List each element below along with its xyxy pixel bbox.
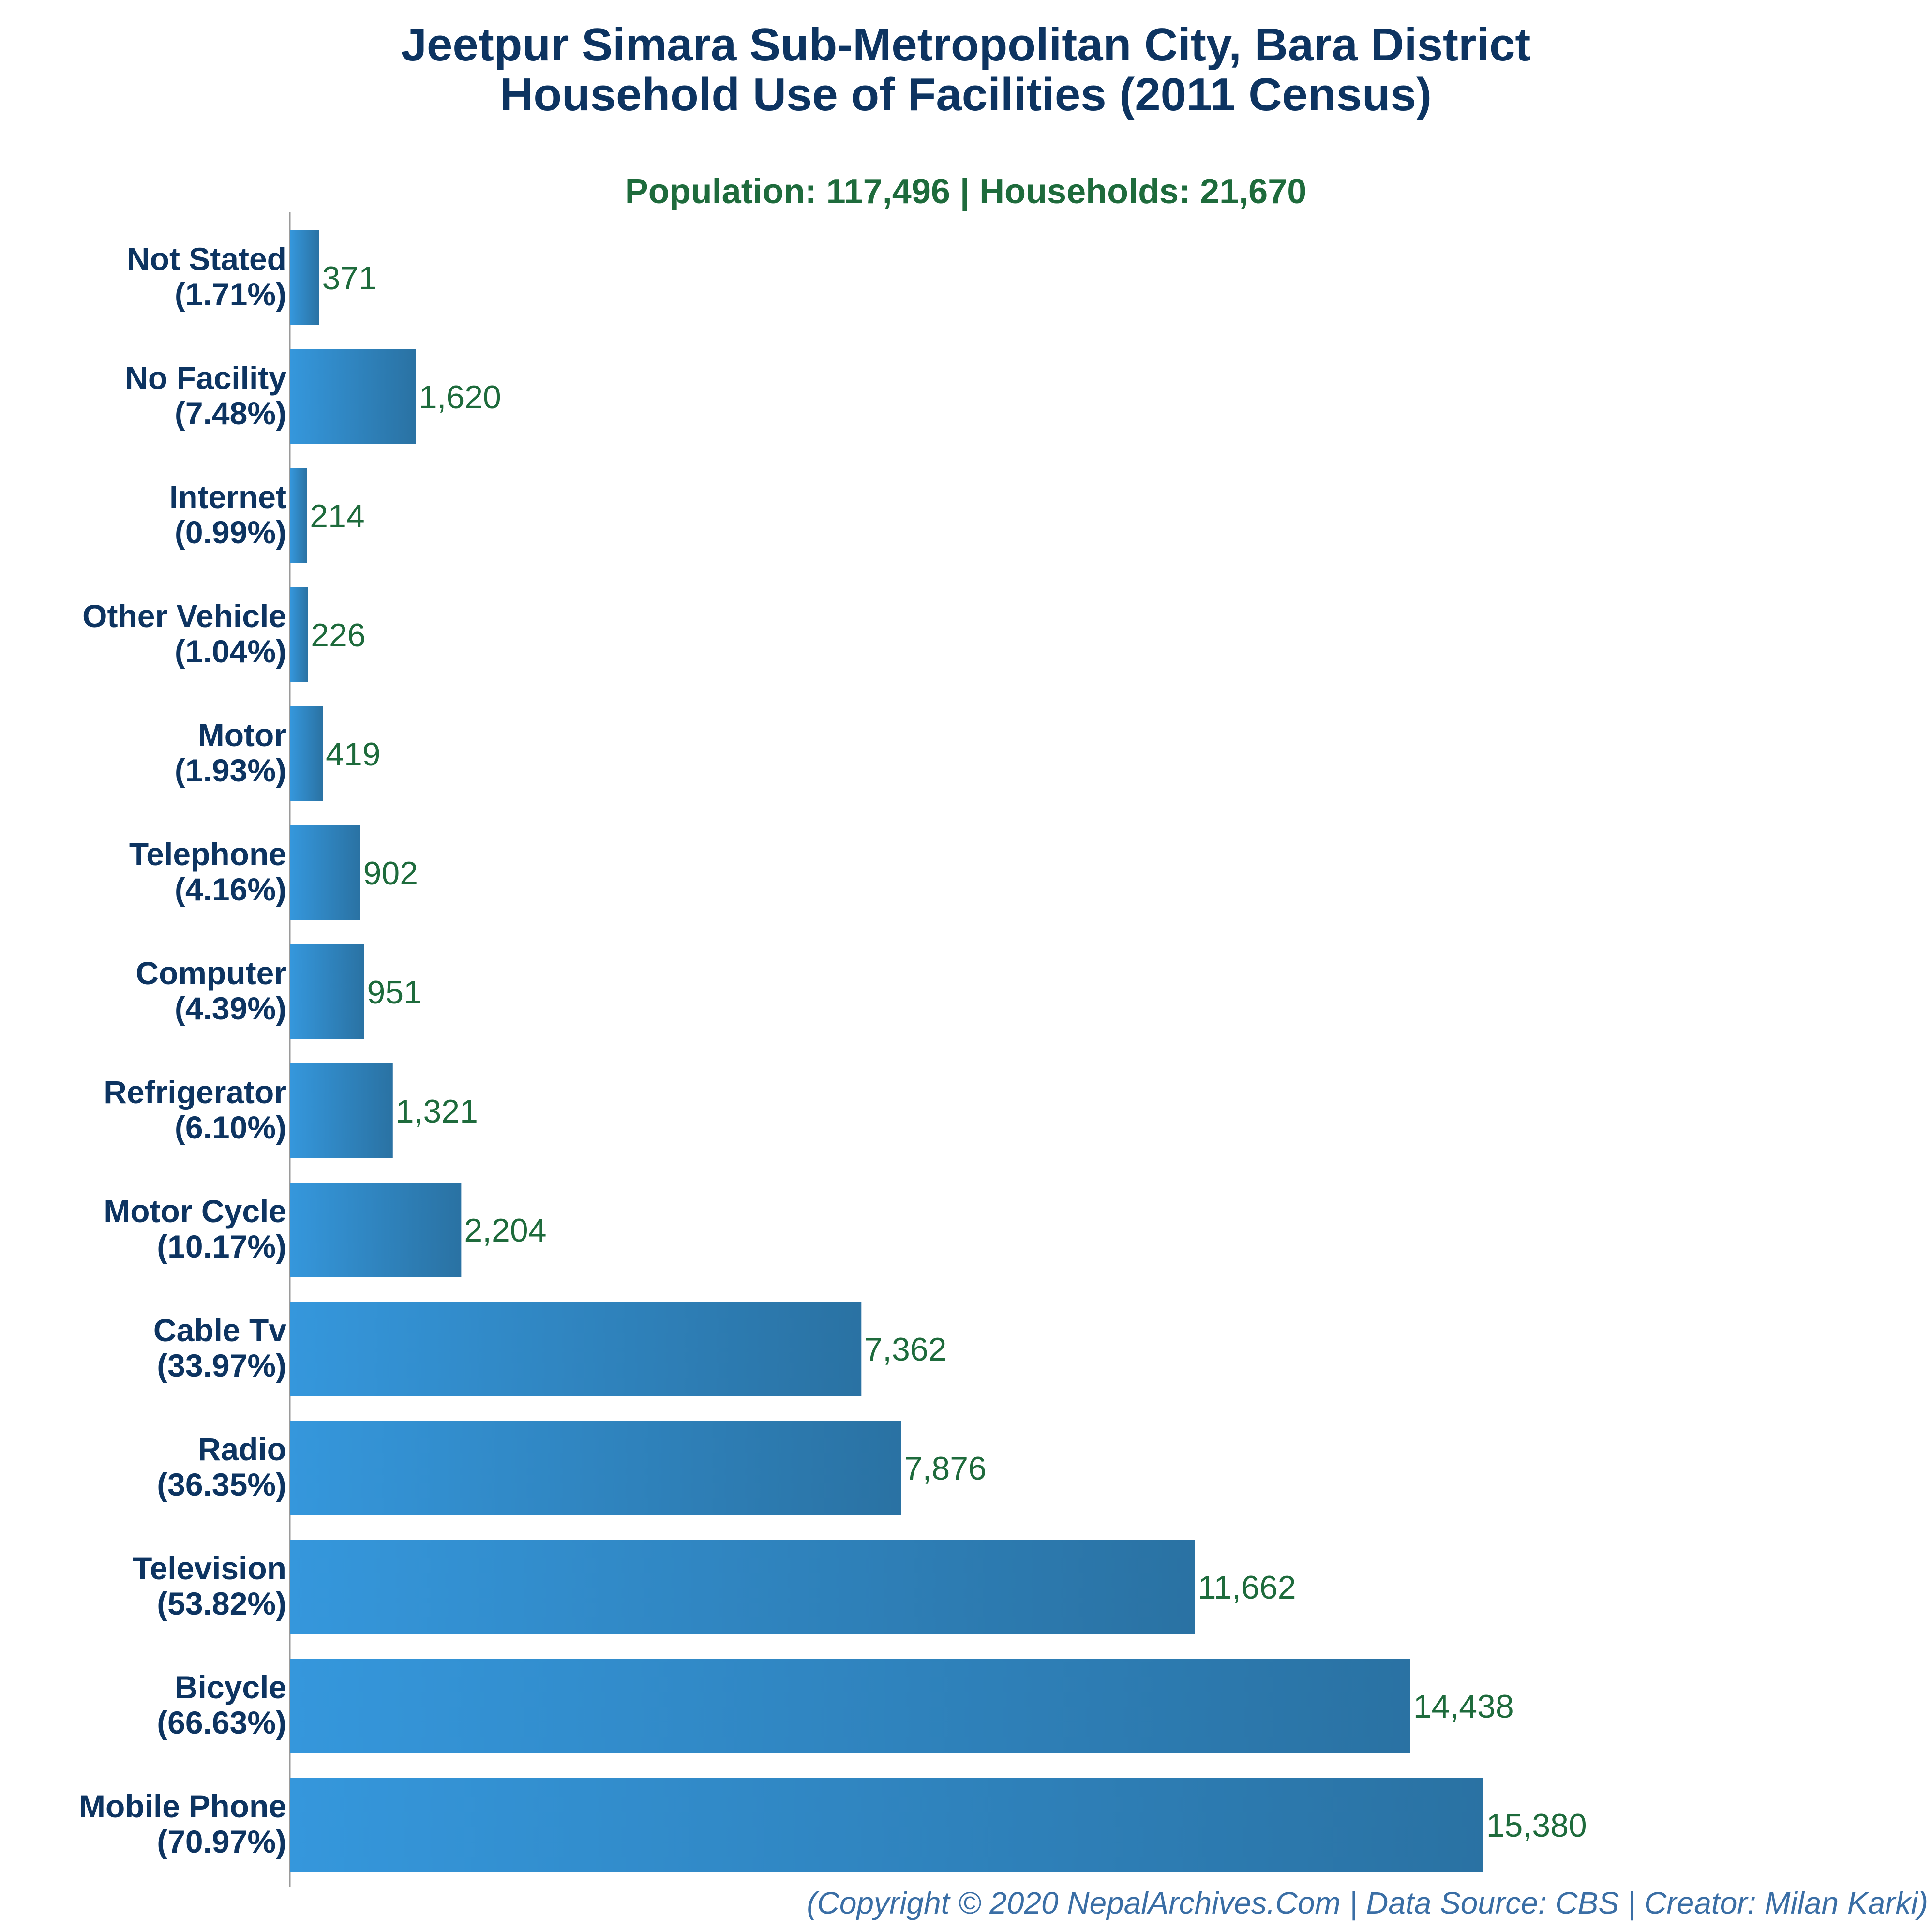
value-label-other-vehicle: 226: [311, 617, 365, 654]
category-label-refrigerator: Refrigerator: [104, 1074, 286, 1110]
category-label-radio: Radio: [198, 1431, 286, 1467]
bar-television: [290, 1540, 1195, 1634]
value-label-refrigerator: 1,321: [396, 1093, 478, 1130]
bar-motor: [290, 706, 323, 801]
value-label-not-stated: 371: [322, 260, 376, 297]
percent-label-motor: (1.93%): [175, 752, 286, 788]
bar-computer: [290, 944, 364, 1039]
category-label-cable-tv: Cable Tv: [153, 1312, 286, 1348]
percent-label-television: (53.82%): [157, 1586, 286, 1621]
chart-title-line-1: Jeetpur Simara Sub-Metropolitan City, Ba…: [401, 19, 1531, 71]
bar-motor-cycle: [290, 1183, 462, 1277]
percent-label-computer: (4.39%): [175, 990, 286, 1026]
percent-label-internet: (0.99%): [175, 514, 286, 550]
value-label-motor-cycle: 2,204: [464, 1212, 546, 1249]
value-label-bicycle: 14,438: [1413, 1688, 1514, 1725]
category-label-computer: Computer: [135, 955, 286, 991]
value-label-radio: 7,876: [904, 1450, 987, 1487]
bar-telephone: [290, 825, 360, 920]
category-label-other-vehicle: Other Vehicle: [82, 598, 286, 634]
percent-label-radio: (36.35%): [157, 1467, 286, 1502]
category-label-motor-cycle: Motor Cycle: [104, 1193, 286, 1229]
bar-internet: [290, 468, 307, 563]
percent-label-motor-cycle: (10.17%): [157, 1228, 286, 1264]
percent-label-not-stated: (1.71%): [175, 276, 286, 312]
bars-group: 371 Not Stated(1.71%) 1,620 No Facility(7.4…: [79, 230, 1587, 1872]
bar-radio: [290, 1421, 901, 1515]
category-label-motor: Motor: [198, 717, 286, 753]
value-label-cable-tv: 7,362: [864, 1331, 946, 1368]
value-label-television: 11,662: [1198, 1569, 1296, 1606]
bar-not-stated: [290, 230, 319, 325]
category-label-no-facility: No Facility: [125, 360, 286, 396]
bar-other-vehicle: [290, 587, 308, 682]
category-label-mobile-phone: Mobile Phone: [79, 1788, 286, 1824]
category-label-internet: Internet: [169, 479, 286, 515]
category-label-bicycle: Bicycle: [175, 1669, 286, 1705]
percent-label-no-facility: (7.48%): [175, 395, 286, 431]
footer-credit: (Copyright © 2020 NepalArchives.Com | Da…: [807, 1886, 1928, 1921]
bar-no-facility: [290, 349, 416, 444]
value-label-internet: 214: [310, 498, 364, 535]
value-label-motor: 419: [326, 736, 380, 773]
percent-label-refrigerator: (6.10%): [175, 1109, 286, 1145]
value-label-telephone: 902: [363, 855, 418, 892]
category-label-not-stated: Not Stated: [127, 241, 286, 277]
chart-title-line-2: Household Use of Facilities (2011 Census…: [500, 69, 1432, 120]
percent-label-mobile-phone: (70.97%): [157, 1824, 286, 1859]
percent-label-other-vehicle: (1.04%): [175, 633, 286, 669]
bar-bicycle: [290, 1659, 1410, 1753]
category-label-telephone: Telephone: [129, 836, 286, 872]
chart-subtitle: Population: 117,496 | Households: 21,670: [625, 172, 1307, 211]
bar-mobile-phone: [290, 1778, 1483, 1872]
percent-label-cable-tv: (33.97%): [157, 1348, 286, 1383]
bar-refrigerator: [290, 1063, 393, 1158]
category-label-television: Television: [133, 1550, 286, 1586]
bar-cable-tv: [290, 1302, 862, 1396]
value-label-computer: 951: [367, 974, 421, 1011]
value-label-no-facility: 1,620: [419, 379, 501, 416]
percent-label-telephone: (4.16%): [175, 871, 286, 907]
percent-label-bicycle: (66.63%): [157, 1705, 286, 1740]
value-label-mobile-phone: 15,380: [1486, 1807, 1587, 1844]
